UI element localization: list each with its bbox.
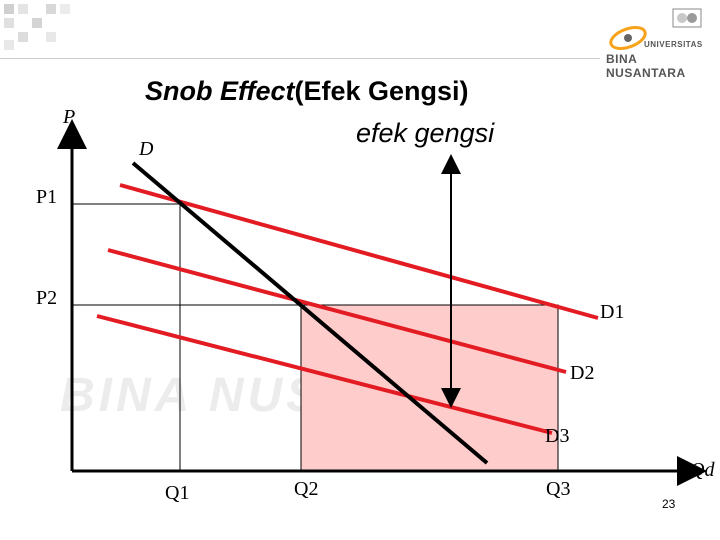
p1-label: P1 — [36, 186, 58, 208]
d3-label: D3 — [545, 425, 570, 447]
demand-curve-d2 — [107, 248, 567, 374]
demand-label: D — [139, 138, 154, 160]
university-logo-icon — [609, 26, 647, 50]
slide-title-italic: Snob Effect — [145, 76, 295, 106]
d2-label: D2 — [570, 362, 595, 384]
x-axis-label: Qd — [690, 459, 715, 481]
shaded-area — [300, 304, 559, 472]
logo-badge-icon — [672, 8, 702, 28]
q1-label: Q1 — [165, 482, 190, 504]
q3-label: Q3 — [546, 478, 571, 500]
q2-label: Q2 — [294, 478, 319, 500]
demand-curve-d3 — [96, 314, 553, 435]
y-axis-label: P — [63, 106, 76, 128]
market-demand-curve — [131, 161, 489, 465]
decorative-pattern-icon — [4, 4, 70, 50]
page-number: 23 — [662, 497, 676, 511]
header-divider — [0, 58, 600, 59]
slide-title-rest: (Efek Gengsi) — [294, 76, 469, 106]
snob-effect-annotation: efek gengsi — [356, 118, 495, 148]
demand-curve-d1 — [119, 183, 599, 320]
slide-title: Snob Effect(Efek Gengsi) — [145, 76, 469, 107]
logo-text-top: UNIVERSITAS — [644, 40, 703, 49]
p2-label: P2 — [36, 287, 58, 309]
logo-text-bottom: BINA NUSANTARA — [606, 52, 686, 80]
d1-label: D1 — [600, 301, 625, 323]
